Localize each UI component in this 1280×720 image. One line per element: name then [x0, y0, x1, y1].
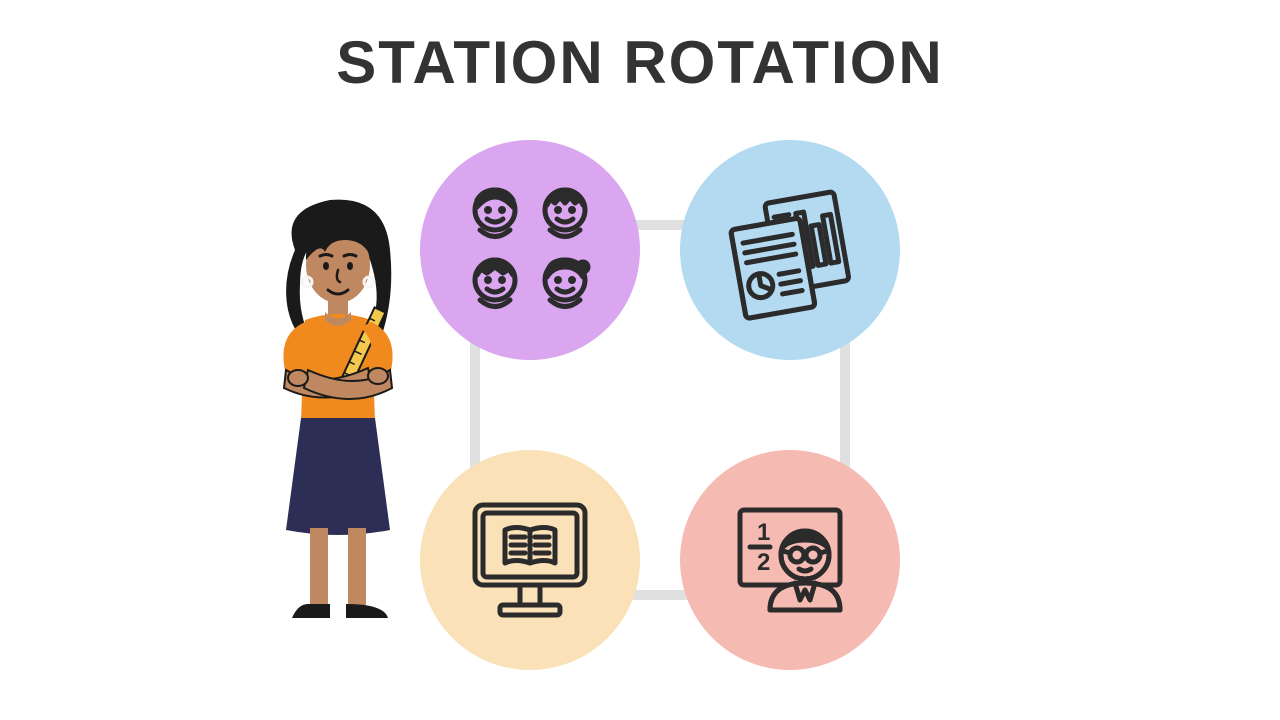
independent-work-station — [680, 140, 900, 360]
page-title: STATION ROTATION — [0, 28, 1280, 97]
documents-report-icon — [715, 175, 865, 325]
svg-text:1: 1 — [757, 519, 770, 546]
students-group-icon — [455, 175, 605, 325]
teacher-figure — [250, 190, 430, 640]
computer-book-icon — [455, 485, 605, 635]
online-learning-station — [420, 450, 640, 670]
rotation-diagram: 1 2 — [0, 130, 1280, 720]
svg-text:2: 2 — [757, 549, 770, 576]
teacher-instruction-station: 1 2 — [680, 450, 900, 670]
small-group-station — [420, 140, 640, 360]
teacher-whiteboard-icon: 1 2 — [715, 485, 865, 635]
